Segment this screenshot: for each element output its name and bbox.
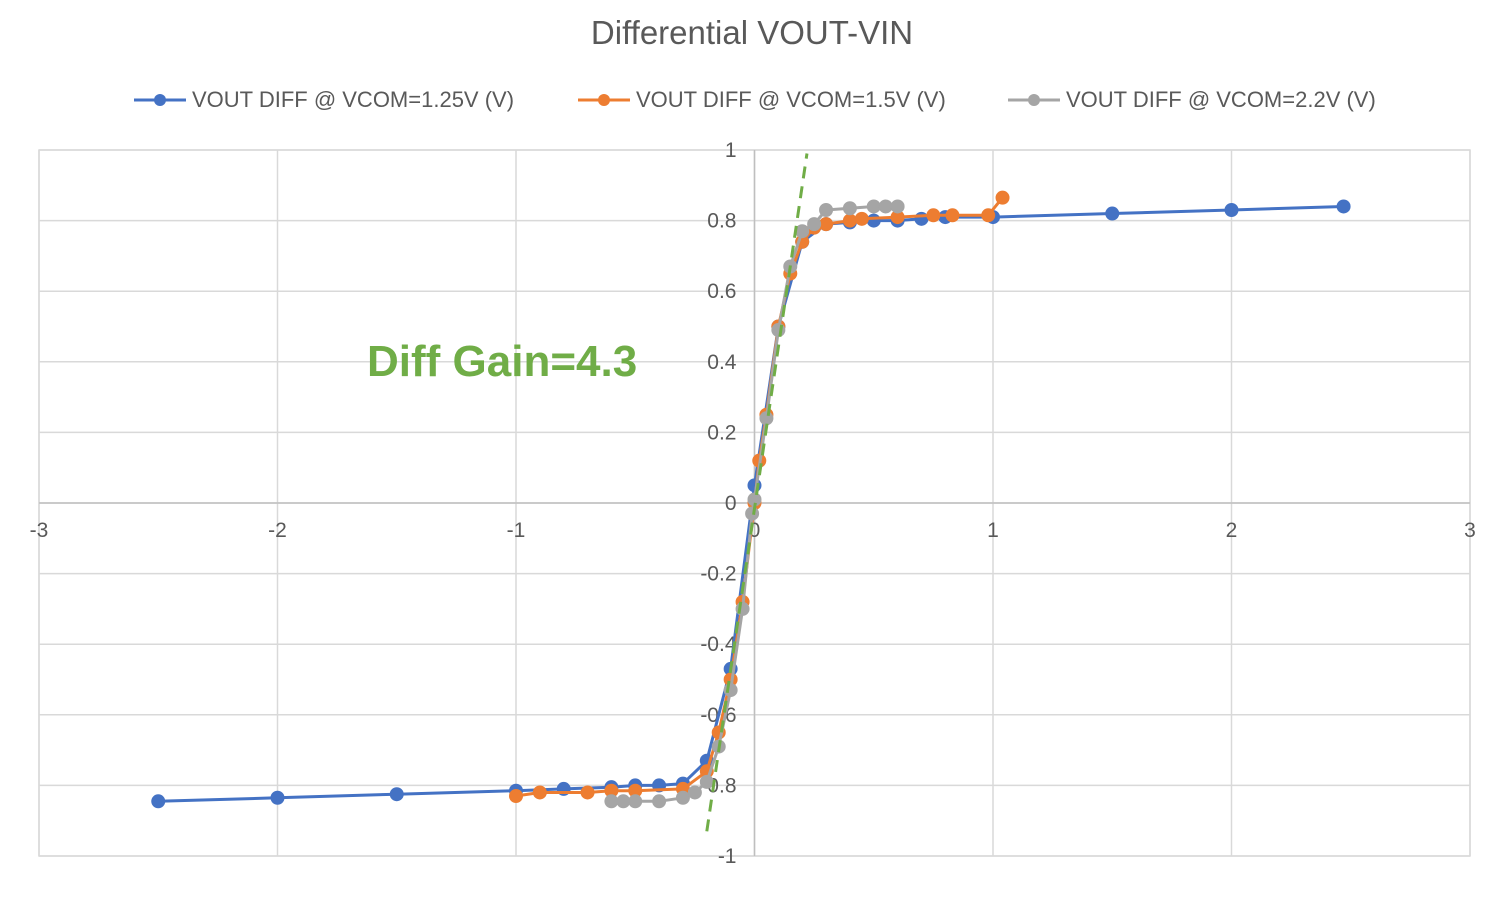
series-2-point: [995, 190, 1010, 205]
series-2-point: [854, 211, 869, 226]
legend: VOUT DIFF @ VCOM=1.25V (V) VOUT DIFF @ V…: [0, 84, 1504, 116]
series-3-point: [890, 199, 905, 214]
x-tick-label: -1: [507, 519, 526, 542]
series-1-point: [866, 213, 881, 228]
series-3-point: [628, 794, 643, 809]
series-3-point: [819, 203, 834, 218]
series-1-point: [1105, 206, 1120, 221]
series-2-point: [926, 208, 941, 223]
legend-label-vcom-2-2: VOUT DIFF @ VCOM=2.2V (V): [1066, 87, 1376, 112]
series-2-point: [509, 788, 523, 803]
series-3-point: [652, 794, 667, 809]
series-1-point: [151, 794, 166, 809]
series-1-point: [1224, 203, 1239, 218]
series-3-point: [807, 217, 822, 232]
series-3-point: [745, 506, 760, 521]
y-tick-label: 0.6: [707, 280, 736, 303]
x-tick-label: 3: [1464, 519, 1476, 542]
series-3-point: [604, 794, 619, 809]
series-2-point: [819, 217, 834, 232]
series-1-point: [270, 790, 285, 805]
y-tick-label: 1: [725, 139, 737, 162]
series-1-point: [1336, 199, 1351, 214]
series-2-point: [580, 785, 595, 800]
y-tick-label: 0.8: [707, 210, 736, 233]
series-3-point: [723, 683, 738, 698]
series-3-point: [675, 790, 690, 805]
y-tick-label: -1: [718, 845, 737, 868]
series-2-point: [532, 785, 547, 800]
x-tick-label: 1: [987, 519, 999, 542]
x-tick-label: 2: [1226, 519, 1238, 542]
diff-gain-annotation: Diff Gain=4.3: [367, 337, 638, 386]
legend-swatch-vcom-1-25: [134, 94, 186, 106]
series-2-point: [945, 208, 960, 223]
series-3-point: [866, 199, 881, 214]
x-tick-label: -3: [30, 519, 49, 542]
gain-fit-line: [705, 153, 809, 832]
series-2-point: [842, 213, 857, 228]
legend-swatch-vcom-2-2: [1008, 94, 1060, 106]
y-tick-label: 0: [725, 492, 737, 515]
x-tick-label: -2: [268, 519, 287, 542]
y-tick-label: -0.4: [700, 633, 737, 656]
series-3-point: [687, 785, 702, 800]
series-2-point: [981, 208, 996, 223]
series-3-point: [878, 199, 893, 214]
y-tick-label: 0.4: [707, 351, 737, 374]
legend-swatch-vcom-1-5: [578, 94, 630, 106]
y-tick-label: -0.2: [700, 563, 736, 586]
series-3-point: [616, 794, 631, 809]
series-3-point: [699, 774, 714, 789]
y-tick-label: 0.2: [707, 421, 736, 444]
series-3-point: [842, 201, 857, 216]
chart-title: Differential VOUT-VIN: [590, 14, 914, 51]
series-1-point: [389, 787, 404, 802]
legend-label-vcom-1-25: VOUT DIFF @ VCOM=1.25V (V): [192, 87, 515, 112]
x-tick-label: 0: [749, 519, 761, 542]
legend-label-vcom-1-5: VOUT DIFF @ VCOM=1.5V (V): [636, 87, 946, 112]
series-3-point: [759, 411, 774, 426]
